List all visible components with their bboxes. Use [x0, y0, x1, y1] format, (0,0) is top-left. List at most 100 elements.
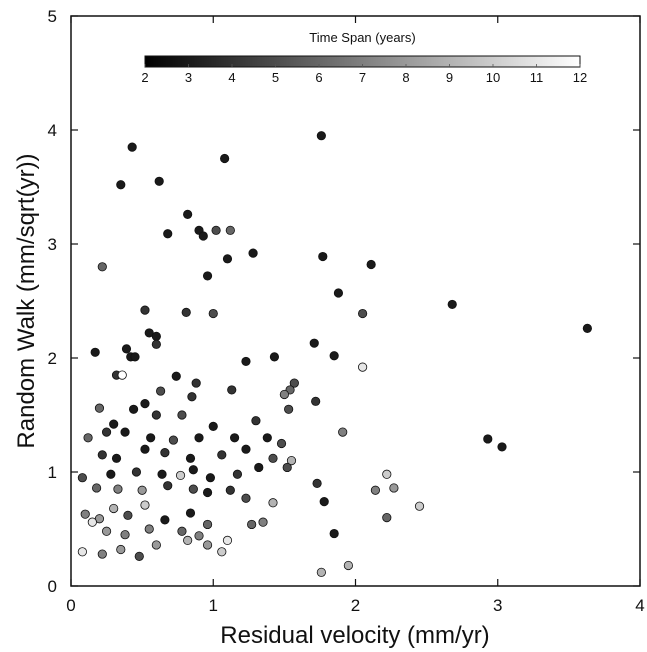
data-point: [358, 308, 368, 319]
data-point: [151, 331, 161, 341]
data-point: [289, 378, 299, 388]
data-point: [225, 485, 235, 495]
plot-frame: [70, 15, 641, 587]
data-point: [181, 307, 191, 317]
data-point: [232, 469, 243, 479]
data-point: [447, 299, 457, 310]
data-point: [229, 433, 240, 443]
data-point: [251, 416, 261, 426]
data-point: [497, 442, 507, 452]
x-tick-label: 2: [351, 596, 360, 615]
data-point: [123, 510, 133, 520]
colorbar-title: Time Span (years): [309, 30, 415, 45]
data-point: [225, 225, 235, 235]
data-point: [156, 386, 166, 396]
data-point: [131, 467, 142, 477]
data-point: [157, 469, 167, 479]
data-point: [222, 535, 233, 546]
data-point: [97, 262, 107, 272]
data-point: [202, 487, 213, 498]
data-point: [185, 508, 196, 518]
data-point: [483, 434, 493, 444]
data-point: [217, 450, 227, 460]
data-point: [106, 469, 116, 479]
data-point: [198, 231, 208, 241]
data-point: [137, 485, 147, 495]
y-tick-label: 3: [48, 235, 57, 254]
colorbar-tick-label: 3: [185, 70, 192, 85]
data-point: [202, 540, 213, 550]
data-point: [187, 392, 197, 402]
x-tick-label: 3: [493, 596, 502, 615]
data-point: [262, 433, 272, 443]
data-point: [414, 501, 425, 511]
data-point: [311, 396, 321, 406]
data-point: [582, 323, 592, 333]
data-point: [358, 362, 368, 372]
data-point: [318, 251, 328, 262]
data-point: [309, 338, 319, 348]
data-point: [279, 389, 289, 400]
data-point: [276, 438, 287, 449]
data-point: [366, 259, 376, 270]
data-point: [316, 131, 326, 141]
data-point: [254, 462, 264, 473]
data-point: [101, 526, 112, 536]
data-point: [163, 229, 173, 239]
data-point: [130, 352, 140, 362]
y-axis-title: Random Walk (mm/sqrt(yr)): [13, 153, 40, 448]
y-tick-label: 5: [48, 7, 57, 26]
data-points: [77, 131, 592, 577]
colorbar-tick-label: 6: [315, 70, 322, 85]
data-point: [268, 498, 278, 508]
data-point: [83, 433, 93, 443]
data-point: [282, 462, 292, 473]
colorbar-tick-label: 4: [228, 70, 235, 85]
data-point: [202, 271, 213, 281]
x-tick-label: 4: [635, 596, 644, 615]
data-point: [333, 288, 344, 298]
data-point: [316, 567, 326, 577]
data-point: [140, 444, 150, 454]
data-point: [329, 351, 339, 361]
data-point: [94, 403, 105, 413]
colorbar-tick-label: 7: [359, 70, 366, 85]
data-point: [90, 347, 100, 357]
data-point: [144, 524, 154, 534]
colorbar-tick-label: 11: [530, 70, 544, 85]
data-point: [113, 484, 123, 494]
colorbar-tick-label: 2: [141, 70, 148, 85]
x-tick-label: 0: [66, 596, 75, 615]
data-point: [146, 433, 156, 443]
data-point: [194, 531, 204, 541]
data-point: [128, 404, 139, 414]
y-tick-label: 1: [48, 463, 57, 482]
data-point: [205, 473, 216, 483]
data-point: [121, 344, 132, 354]
colorbar-tick-label: 8: [402, 70, 409, 85]
data-point: [312, 478, 322, 488]
data-point: [329, 528, 339, 539]
data-point: [191, 378, 201, 388]
data-point: [268, 453, 278, 463]
data-point: [343, 560, 353, 571]
data-point: [77, 547, 87, 557]
colorbar-tick-label: 10: [486, 70, 500, 85]
colorbar: Time Span (years) 2 3 4 5 6 7 8 9 10 11 12: [141, 30, 587, 85]
data-point: [319, 497, 329, 507]
y-tick-label: 0: [48, 577, 57, 596]
data-point: [97, 549, 107, 559]
data-point: [171, 371, 181, 381]
data-point: [211, 225, 221, 235]
y-tick-label: 2: [48, 349, 57, 368]
data-point: [97, 450, 107, 460]
data-point: [241, 493, 251, 503]
data-point: [338, 427, 348, 437]
data-point: [151, 339, 161, 349]
data-point: [220, 153, 230, 164]
data-point: [183, 209, 193, 219]
data-point: [120, 427, 130, 437]
data-point: [382, 469, 392, 479]
data-point: [87, 517, 97, 527]
colorbar-tick-label: 5: [272, 70, 279, 85]
